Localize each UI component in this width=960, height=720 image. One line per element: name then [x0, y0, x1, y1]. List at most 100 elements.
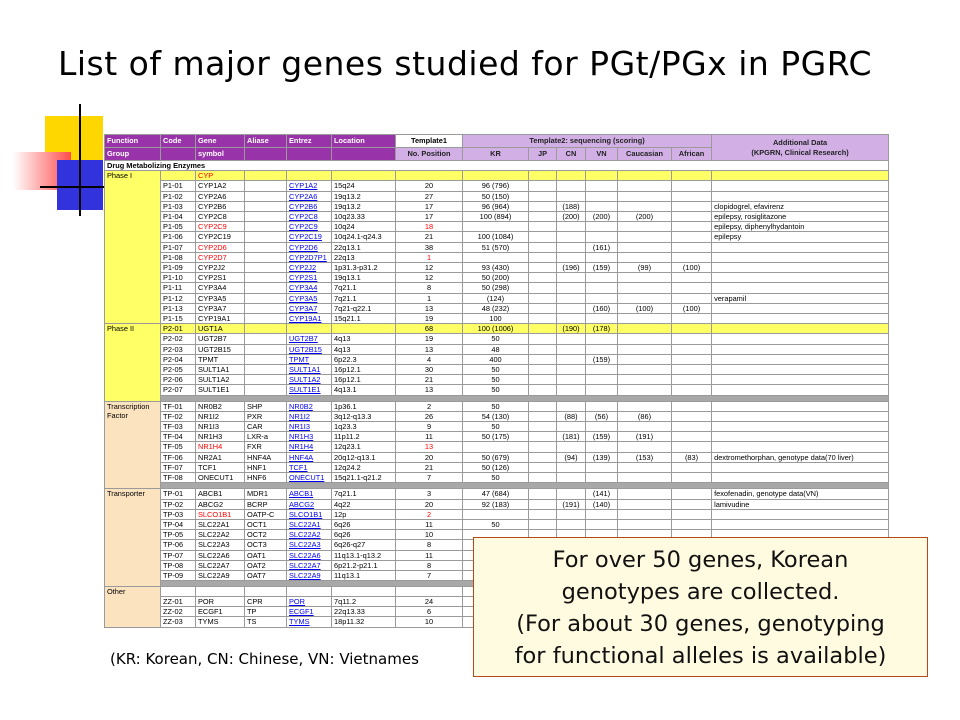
code-cell: P1-06 — [160, 231, 196, 243]
entrez-link[interactable]: SLC22A2 — [286, 529, 332, 541]
kr-cell: 54 (130) — [462, 410, 529, 423]
cn-cell — [556, 353, 586, 366]
code-cell: TF-05 — [160, 441, 196, 453]
cn-cell — [556, 170, 586, 182]
position-count-cell: 19 — [395, 313, 463, 325]
jp-cell — [528, 190, 557, 202]
entrez-link[interactable]: NR0B2 — [286, 400, 332, 412]
vn-cell — [585, 333, 618, 345]
entrez-link[interactable]: NR1H3 — [286, 431, 332, 443]
position-count-cell: 17 — [395, 200, 463, 213]
vn-cell: (159) — [585, 262, 618, 274]
alias-cell — [244, 251, 287, 264]
additional-data-cell: fexofenadin, genotype data(VN) — [711, 488, 890, 500]
entrez-link[interactable]: CYP2S1 — [286, 272, 332, 284]
cn-cell — [556, 190, 586, 202]
entrez-link[interactable]: SULT1E1 — [286, 384, 332, 396]
entrez-link[interactable]: ABCB1 — [286, 488, 332, 500]
code-cell: TP-04 — [160, 518, 196, 531]
entrez-link[interactable]: CYP2B6 — [286, 200, 332, 213]
entrez-link[interactable]: CYP3A7 — [286, 302, 332, 315]
code-cell: P1-15 — [160, 313, 196, 325]
caucasian-cell — [617, 498, 672, 510]
table-row: P1-11 CYP3A4 CYP3A4 7q21.1 8 50 (298) — [105, 282, 890, 294]
alias-cell — [244, 231, 287, 243]
gene-symbol-cell: TYMS — [195, 616, 245, 628]
caucasian-cell — [617, 200, 672, 213]
african-cell — [670, 498, 713, 510]
entrez-link[interactable]: TCF1 — [286, 461, 332, 474]
alias-cell: OCT2 — [244, 529, 287, 541]
entrez-link[interactable]: POR — [286, 595, 332, 608]
entrez-link[interactable]: NR1I3 — [286, 421, 332, 433]
entrez-link[interactable]: CYP3A5 — [286, 292, 332, 304]
cn-cell — [556, 461, 586, 474]
code-cell: P2-04 — [160, 353, 196, 366]
entrez-link[interactable]: CYP2A6 — [286, 190, 332, 202]
cn-cell — [556, 518, 586, 531]
cn-cell — [556, 508, 586, 520]
code-cell: P1-13 — [160, 302, 196, 315]
gene-symbol-cell: CYP2C19 — [195, 231, 245, 243]
entrez-link[interactable]: ABCG2 — [286, 498, 332, 510]
entrez-link[interactable]: CYP2J2 — [286, 262, 332, 274]
alias-cell: OAT7 — [244, 569, 287, 582]
entrez-link[interactable]: UGT2B15 — [286, 343, 332, 355]
code-cell: P1-12 — [160, 292, 196, 304]
entrez-link[interactable]: CYP3A4 — [286, 282, 332, 294]
code-cell — [160, 170, 196, 182]
additional-data-cell: clopidogrel, efavirenz — [711, 200, 890, 213]
entrez-link[interactable]: SLC22A9 — [286, 569, 332, 582]
entrez-link[interactable]: SLC22A1 — [286, 518, 332, 531]
kr-cell: 50 (298) — [462, 282, 529, 294]
col-entrez-2 — [286, 147, 332, 161]
alias-cell: PXR — [244, 410, 287, 423]
entrez-link[interactable]: SLC22A6 — [286, 549, 332, 561]
location-cell — [331, 170, 396, 182]
african-cell: (83) — [670, 451, 713, 463]
additional-data-cell — [711, 180, 890, 192]
entrez-link[interactable]: ONECUT1 — [286, 472, 332, 484]
location-cell: 6q26 — [331, 518, 396, 531]
entrez-link[interactable]: CYP1A2 — [286, 180, 332, 192]
alias-cell: HNF4A — [244, 451, 287, 463]
entrez-link[interactable]: HNF4A — [286, 451, 332, 463]
gene-symbol-cell: CYP2J2 — [195, 262, 245, 274]
position-count-cell: 11 — [395, 549, 463, 561]
entrez-link[interactable]: SULT1A1 — [286, 364, 332, 376]
kr-cell: 96 (964) — [462, 200, 529, 213]
entrez-link[interactable]: SULT1A2 — [286, 374, 332, 386]
entrez-link[interactable]: NR1H4 — [286, 441, 332, 453]
entrez-link[interactable]: TPMT — [286, 353, 332, 366]
alias-cell: CPR — [244, 595, 287, 608]
entrez-link[interactable]: CYP2D6 — [286, 241, 332, 253]
caucasian-cell — [617, 221, 672, 233]
entrez-link[interactable]: UGT2B7 — [286, 333, 332, 345]
african-cell — [670, 251, 713, 264]
location-cell: 11p11.2 — [331, 431, 396, 443]
entrez-link[interactable]: CYP2C9 — [286, 221, 332, 233]
caucasian-cell — [617, 353, 672, 366]
african-cell — [670, 313, 713, 325]
additional-data-cell — [711, 353, 890, 366]
entrez-link[interactable]: ECGF1 — [286, 606, 332, 618]
jp-cell — [528, 333, 557, 345]
kr-cell: 50 — [462, 333, 529, 345]
entrez-link[interactable]: CYP19A1 — [286, 313, 332, 325]
entrez-link[interactable]: CYP2C19 — [286, 231, 332, 243]
kr-cell — [462, 170, 529, 182]
entrez-link[interactable]: CYP2C8 — [286, 211, 332, 223]
entrez-link[interactable]: TYMS — [286, 616, 332, 628]
entrez-link[interactable]: SLC22A3 — [286, 539, 332, 551]
gene-symbol-cell: CYP2D7 — [195, 251, 245, 264]
entrez-link[interactable]: NR1I2 — [286, 410, 332, 423]
african-cell — [670, 364, 713, 376]
kr-cell: 50 (150) — [462, 190, 529, 202]
cn-cell — [556, 251, 586, 264]
entrez-link[interactable]: SLCO1B1 — [286, 508, 332, 520]
jp-cell — [528, 421, 557, 433]
position-count-cell: 21 — [395, 461, 463, 474]
entrez-link[interactable]: SLC22A7 — [286, 559, 332, 571]
entrez-link[interactable]: CYP2D7P1 — [286, 251, 332, 264]
vn-cell — [585, 251, 618, 264]
